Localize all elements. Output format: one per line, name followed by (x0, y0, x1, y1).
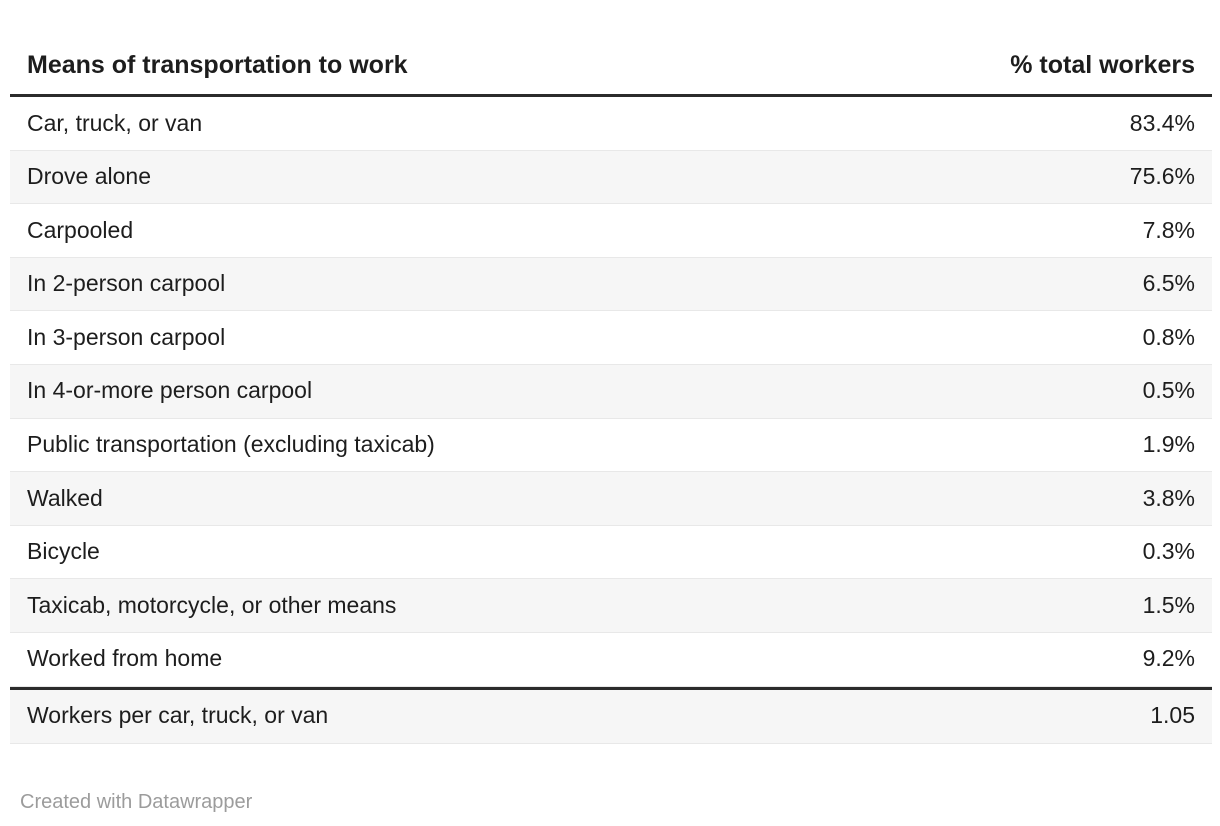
summary-row-value: 1.05 (1150, 702, 1195, 729)
table-row: In 4-or-more person carpool 0.5% (10, 364, 1212, 419)
row-label: Walked (27, 484, 103, 511)
table-row: Carpooled 7.8% (10, 204, 1212, 258)
table-row: Car, truck, or van 83.4% (10, 97, 1212, 151)
row-label: Car, truck, or van (27, 109, 203, 136)
table-row: In 2-person carpool 6.5% (10, 257, 1212, 312)
summary-row-label: Workers per car, truck, or van (27, 702, 329, 729)
row-label: In 4-or-more person carpool (27, 377, 313, 404)
row-label: Bicycle (27, 538, 100, 565)
datawrapper-attribution: Created with Datawrapper (20, 791, 253, 813)
table-row: Bicycle 0.3% (10, 526, 1212, 580)
table-row: Public transportation (excluding taxicab… (10, 419, 1212, 473)
row-value: 6.5% (1142, 270, 1195, 297)
row-label: In 2-person carpool (27, 270, 226, 297)
row-label: Taxicab, motorcycle, or other means (27, 591, 397, 618)
table-row: Drove alone 75.6% (10, 150, 1212, 205)
row-value: 83.4% (1129, 109, 1195, 136)
table-row: In 3-person carpool 0.8% (10, 311, 1212, 365)
table-row: Walked 3.8% (10, 472, 1212, 526)
table-summary-row: Workers per car, truck, or van 1.05 (10, 686, 1212, 744)
column-header-means-of-transportation: Means of transportation to work (27, 51, 408, 80)
table-header-row: Means of transportation to work % total … (10, 0, 1212, 97)
row-label: In 3-person carpool (27, 323, 226, 350)
table-row: Worked from home 9.2% (10, 633, 1212, 687)
row-value: 7.8% (1142, 216, 1195, 243)
row-label: Worked from home (27, 645, 223, 672)
row-value: 0.5% (1142, 377, 1195, 404)
row-value: 75.6% (1129, 163, 1195, 190)
row-value: 1.9% (1142, 431, 1195, 458)
row-label: Carpooled (27, 216, 134, 243)
row-value: 3.8% (1142, 484, 1195, 511)
row-value: 0.3% (1142, 538, 1195, 565)
column-header-percent-total-workers: % total workers (1010, 51, 1195, 80)
row-value: 9.2% (1142, 645, 1195, 672)
row-label: Drove alone (27, 163, 152, 190)
row-value: 1.5% (1142, 591, 1195, 618)
table-body: Car, truck, or van 83.4% Drove alone 75.6% C… (10, 97, 1212, 687)
row-value: 0.8% (1142, 323, 1195, 350)
table-row: Taxicab, motorcycle, or other means 1.5% (10, 579, 1212, 633)
row-label: Public transportation (excluding taxicab… (27, 431, 435, 458)
transportation-table: Means of transportation to work % total … (10, 0, 1212, 744)
